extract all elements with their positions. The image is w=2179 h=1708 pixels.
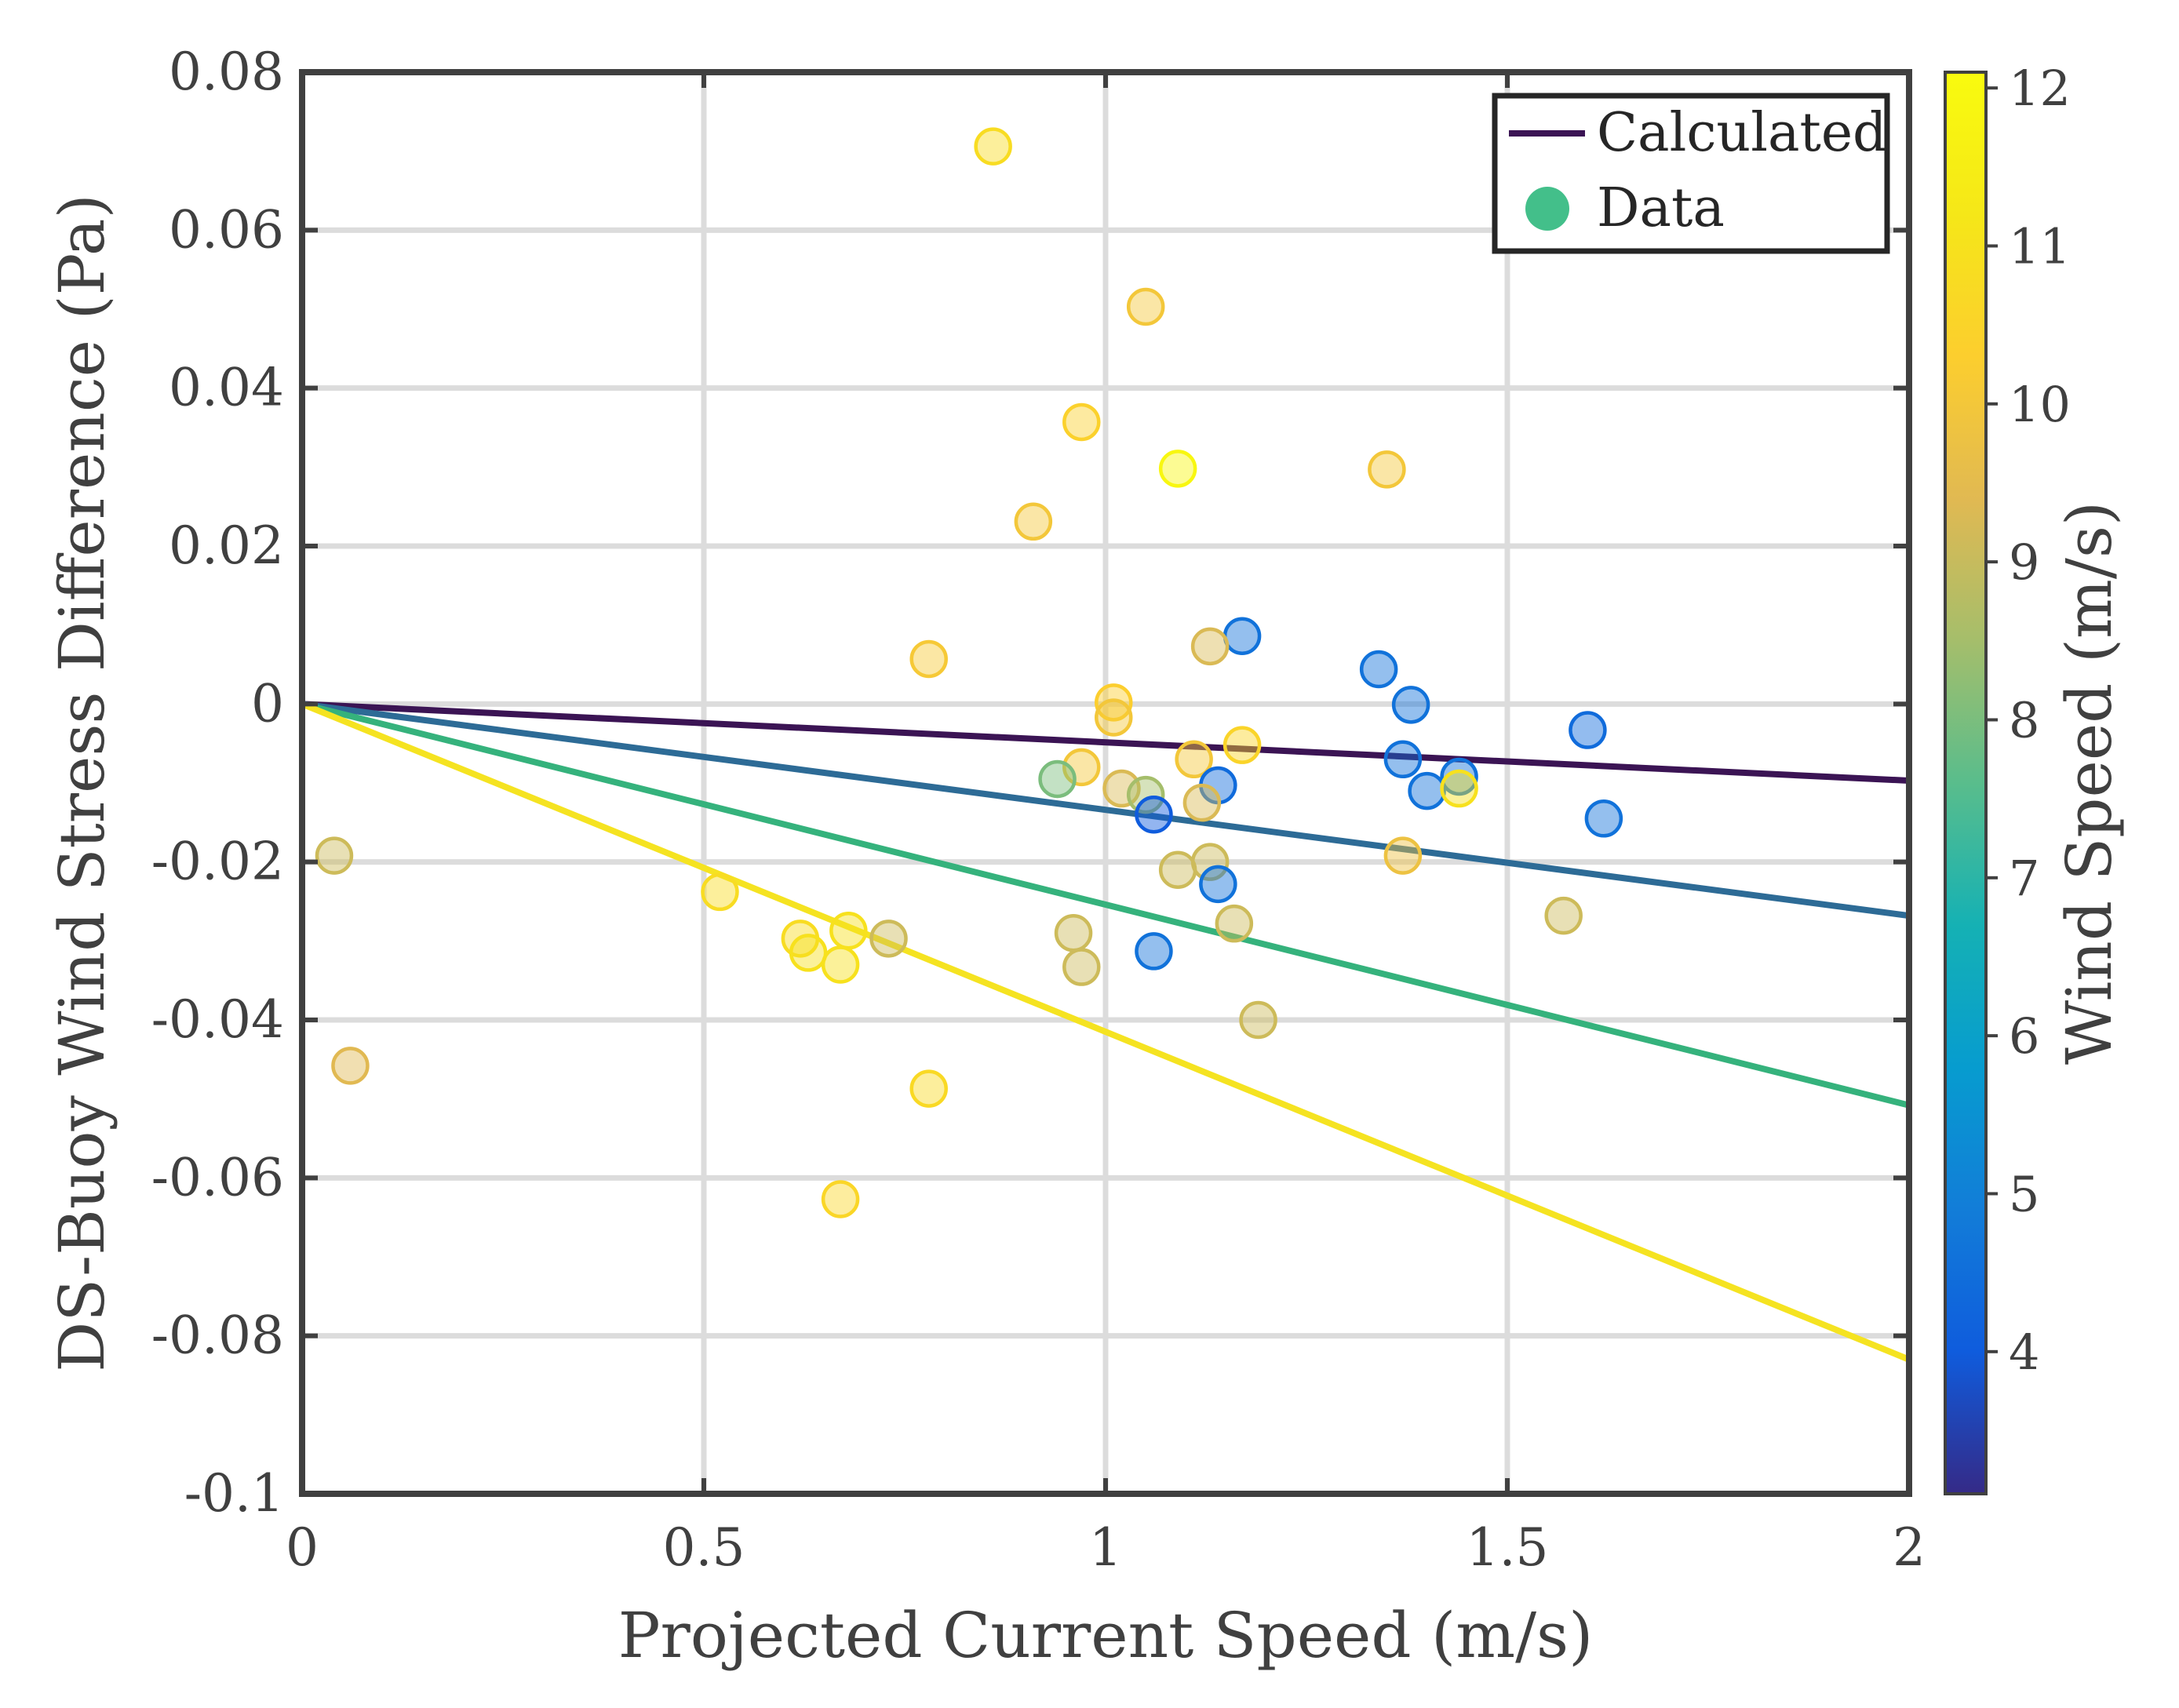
data-point-36 bbox=[829, 911, 868, 950]
data-point-7 bbox=[1190, 627, 1230, 666]
calculated-line-3 bbox=[302, 701, 1909, 1363]
calculated-line-2 bbox=[302, 701, 1909, 1109]
data-point-15 bbox=[1383, 740, 1423, 779]
data-point-27 bbox=[1584, 799, 1623, 838]
legend-entry-calculated: Calculated bbox=[1597, 102, 1887, 164]
y-tick-label-5: 0 bbox=[251, 673, 284, 734]
x-axis-ticks: 0 0.5 1 1.5 2 bbox=[286, 72, 1926, 1578]
data-point-8 bbox=[909, 639, 948, 679]
data-point-18 bbox=[1038, 759, 1077, 799]
data-point-42 bbox=[821, 945, 860, 984]
colorbar-title: Wind Speed (m/s) bbox=[2053, 501, 2126, 1065]
data-point-19 bbox=[1440, 757, 1478, 796]
y-tick-label-3: -0.04 bbox=[151, 989, 284, 1050]
x-tick-label-1: 0.5 bbox=[663, 1517, 745, 1578]
x-axis-title: Projected Current Speed (m/s) bbox=[618, 1599, 1594, 1672]
y-tick-label-9: 0.08 bbox=[169, 42, 284, 102]
data-point-40 bbox=[1135, 932, 1173, 971]
data-point-10 bbox=[1094, 683, 1133, 722]
x-tick-label-3: 1.5 bbox=[1467, 1517, 1549, 1578]
colorbar-tick-label-0: 4 bbox=[2009, 1324, 2039, 1381]
colorbar-tick-label-2: 6 bbox=[2009, 1007, 2039, 1065]
y-tick-label-7: 0.04 bbox=[169, 358, 284, 418]
data-point-26 bbox=[1135, 796, 1173, 834]
data-point-14 bbox=[1569, 711, 1607, 749]
data-point-13 bbox=[1222, 726, 1262, 764]
data-point-6 bbox=[1222, 617, 1262, 656]
data-point-39 bbox=[869, 920, 908, 958]
colorbar-tick-label-3: 7 bbox=[2009, 850, 2039, 907]
y-axis-title: DS-Buoy Wind Stress Difference (Pa) bbox=[46, 194, 118, 1372]
data-point-23 bbox=[1408, 771, 1446, 810]
data-point-43 bbox=[1062, 948, 1101, 986]
data-point-3 bbox=[1158, 450, 1197, 488]
data-point-28 bbox=[315, 836, 354, 875]
y-axis-ticks: -0.1 -0.08 -0.06 -0.04 -0.02 0 0.02 0.04 0.06 0.0… bbox=[151, 42, 1909, 1524]
data-point-25 bbox=[1182, 783, 1222, 822]
data-point-41 bbox=[789, 934, 828, 972]
x-tick-label-0: 0 bbox=[286, 1517, 319, 1578]
data-point-12 bbox=[1094, 698, 1133, 737]
colorbar-tick-label-1: 5 bbox=[2009, 1165, 2039, 1222]
y-tick-label-0: -0.1 bbox=[184, 1463, 284, 1524]
data-point-16 bbox=[1175, 740, 1213, 779]
y-tick-label-1: -0.08 bbox=[151, 1306, 284, 1366]
colorbar-tick-label-7: 11 bbox=[2009, 217, 2071, 275]
data-point-4 bbox=[1368, 450, 1406, 489]
data-point-46 bbox=[909, 1069, 948, 1108]
data-point-5 bbox=[1014, 502, 1053, 541]
data-point-31 bbox=[1158, 850, 1197, 889]
y-tick-label-6: 0.02 bbox=[169, 515, 284, 576]
data-point-32 bbox=[1199, 865, 1237, 904]
data-point-29 bbox=[1383, 836, 1423, 875]
calculated-lines bbox=[302, 701, 1909, 1363]
legend-entry-data: Data bbox=[1597, 177, 1725, 239]
data-point-9 bbox=[1359, 650, 1398, 689]
calculated-line-0 bbox=[302, 701, 1909, 784]
colorbar bbox=[1944, 71, 1988, 1495]
data-point-44 bbox=[1239, 1000, 1277, 1040]
colorbar-tick-label-5: 9 bbox=[2009, 534, 2039, 591]
legend: Calculated Data bbox=[1492, 93, 1890, 254]
y-tick-label-2: -0.06 bbox=[151, 1147, 284, 1207]
data-point-34 bbox=[1544, 896, 1583, 935]
y-tick-label-4: -0.02 bbox=[151, 832, 284, 892]
colorbar-ticks: 4 5 6 7 8 9 10 11 12 bbox=[1986, 60, 2071, 1381]
colorbar-tick-label-8: 12 bbox=[2009, 60, 2071, 117]
colorbar-tick-label-4: 8 bbox=[2009, 691, 2039, 748]
data-point-33 bbox=[701, 872, 739, 912]
legend-circle-marker bbox=[1525, 187, 1569, 231]
data-point-47 bbox=[821, 1180, 860, 1218]
calculated-line-1 bbox=[302, 701, 1909, 920]
data-point-1 bbox=[1126, 287, 1165, 326]
x-tick-label-4: 2 bbox=[1893, 1517, 1926, 1578]
data-point-0 bbox=[974, 127, 1012, 166]
data-point-22 bbox=[1126, 775, 1165, 814]
data-point-37 bbox=[1054, 914, 1093, 952]
data-points bbox=[315, 127, 1623, 1218]
y-tick-label-8: 0.06 bbox=[169, 199, 284, 260]
x-tick-label-2: 1 bbox=[1089, 1517, 1122, 1578]
colorbar-tick-label-6: 10 bbox=[2009, 376, 2071, 433]
data-point-11 bbox=[1391, 686, 1430, 724]
data-point-24 bbox=[1440, 769, 1478, 808]
data-point-45 bbox=[331, 1047, 370, 1085]
data-point-2 bbox=[1062, 402, 1101, 442]
data-point-35 bbox=[1215, 904, 1254, 943]
